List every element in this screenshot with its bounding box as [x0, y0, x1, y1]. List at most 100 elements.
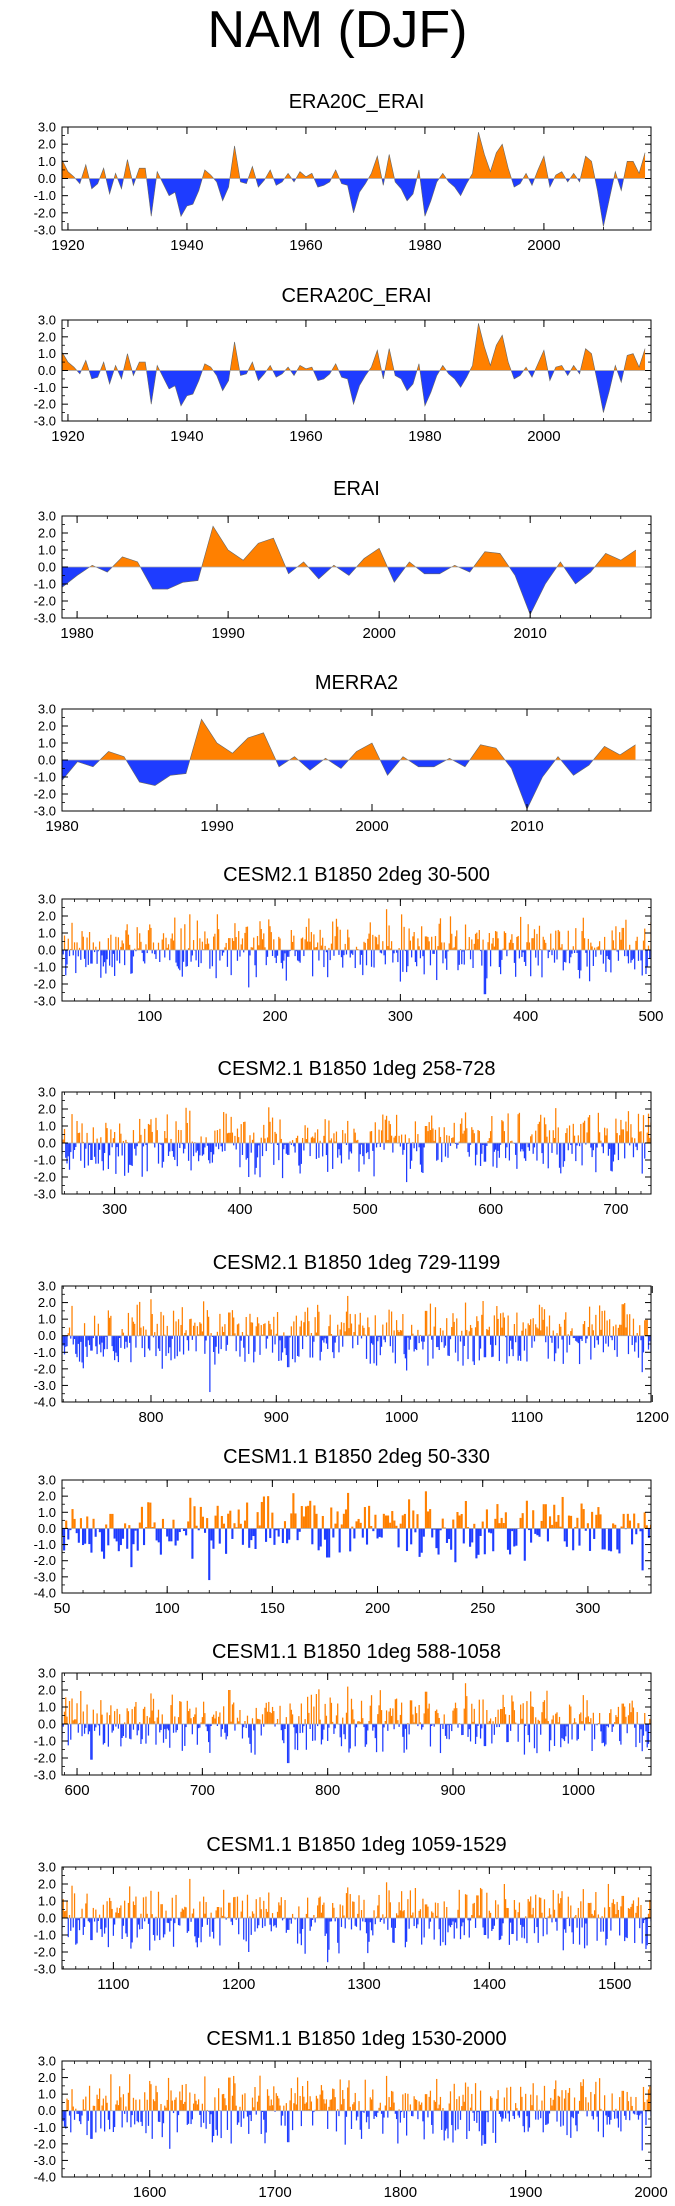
- bar: [255, 1326, 257, 1336]
- bar: [392, 1143, 394, 1153]
- bar: [402, 950, 404, 972]
- bar: [553, 1138, 556, 1143]
- bar: [548, 950, 551, 952]
- ytick-label: -1.0: [34, 2120, 56, 2135]
- bar: [531, 938, 533, 950]
- bar: [486, 1143, 488, 1146]
- bar: [260, 1909, 262, 1918]
- bar: [259, 2075, 261, 2111]
- bar: [461, 2106, 463, 2111]
- bar: [432, 1912, 434, 1918]
- plot-area: [62, 323, 646, 413]
- bar: [575, 1722, 577, 1724]
- bar: [513, 950, 516, 963]
- bar: [330, 2099, 333, 2111]
- bar: [333, 1335, 335, 1359]
- bar: [228, 1312, 230, 1336]
- bar: [503, 931, 505, 950]
- bar: [617, 1909, 620, 1918]
- bar: [68, 1701, 71, 1724]
- bar: [159, 1724, 161, 1733]
- bar: [271, 1706, 274, 1724]
- bar: [298, 1528, 301, 1532]
- bar: [239, 2106, 241, 2111]
- bar: [388, 1890, 390, 1918]
- bar: [313, 1706, 315, 1724]
- bar: [258, 1323, 260, 1336]
- bar: [81, 1908, 83, 1918]
- bar: [451, 1327, 453, 1336]
- bar: [152, 1335, 155, 1338]
- bar: [583, 1918, 586, 1949]
- bar: [214, 933, 216, 950]
- bar: [516, 936, 518, 950]
- bar: [111, 1335, 113, 1347]
- bar: [348, 1724, 350, 1753]
- bar: [129, 2074, 131, 2111]
- bar: [226, 1724, 229, 1737]
- bar: [92, 942, 94, 950]
- bar: [560, 1326, 562, 1336]
- bar: [507, 1724, 509, 1743]
- bar: [229, 1312, 231, 1336]
- bar: [588, 1722, 591, 1724]
- bar: [160, 1311, 162, 1336]
- bar: [166, 2099, 168, 2111]
- bar: [645, 1918, 647, 1950]
- bar: [290, 1326, 292, 1336]
- bar: [88, 2085, 91, 2111]
- bar: [499, 950, 502, 975]
- bar: [545, 2110, 547, 2125]
- bar: [120, 946, 122, 950]
- bar: [588, 1528, 592, 1551]
- bar: [389, 2107, 391, 2111]
- bar: [436, 2078, 438, 2111]
- bar: [248, 1724, 250, 1738]
- bar: [288, 1528, 291, 1540]
- bar: [83, 1323, 86, 1336]
- negative-area: [62, 178, 646, 227]
- bar: [649, 950, 651, 960]
- bar: [214, 1130, 216, 1143]
- bar: [66, 1716, 68, 1724]
- bar: [548, 1908, 551, 1918]
- bar: [530, 1896, 532, 1918]
- bar: [256, 1718, 259, 1724]
- bar: [177, 1717, 180, 1724]
- bar: [121, 1143, 123, 1156]
- bar: [590, 1718, 592, 1724]
- bar: [134, 1905, 136, 1918]
- bar: [62, 2110, 64, 2122]
- bar: [478, 930, 480, 950]
- bar: [403, 1724, 405, 1753]
- ytick-label: -1.0: [34, 380, 56, 395]
- bar: [236, 950, 239, 961]
- bar: [160, 2104, 162, 2111]
- bar: [100, 1137, 102, 1143]
- bar: [403, 926, 405, 950]
- bar: [269, 1712, 271, 1724]
- bar: [634, 1724, 636, 1728]
- bar: [304, 1719, 306, 1724]
- bar: [557, 1893, 559, 1918]
- bar: [208, 1724, 210, 1743]
- bar: [275, 1333, 277, 1336]
- chart-title: CESM2.1 B1850 1deg 258-728: [218, 1058, 496, 1080]
- bar: [609, 1528, 613, 1552]
- bar: [152, 2099, 155, 2111]
- bar: [641, 950, 643, 976]
- bar: [73, 1518, 76, 1529]
- bar: [224, 1324, 226, 1336]
- bar: [496, 931, 498, 950]
- bar: [155, 1117, 157, 1143]
- bar: [436, 1335, 438, 1348]
- bar: [448, 1724, 450, 1740]
- bar: [191, 1141, 193, 1143]
- bar: [627, 2101, 630, 2111]
- bar: [640, 1905, 642, 1918]
- bar: [141, 1724, 143, 1740]
- bar: [110, 1315, 112, 1336]
- bar: [161, 1904, 163, 1918]
- bar: [499, 1143, 502, 1145]
- bar: [592, 1330, 594, 1336]
